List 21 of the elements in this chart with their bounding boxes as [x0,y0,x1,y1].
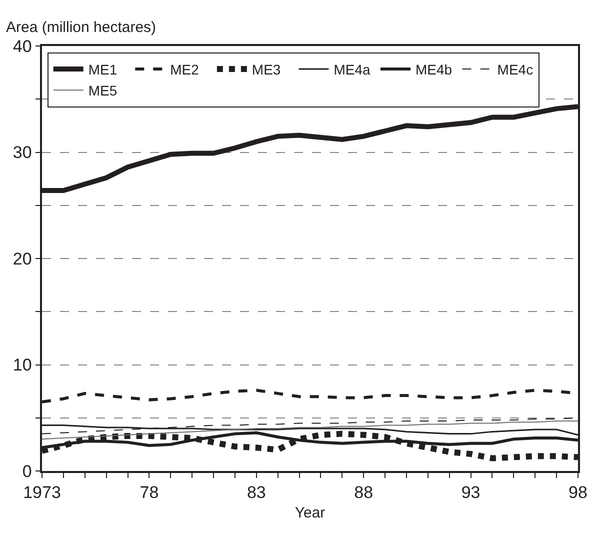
x-tick-label: 98 [568,483,588,502]
x-tick-label: 93 [461,483,480,502]
y-tick-label: 30 [12,143,32,162]
x-tick-label: 1973 [23,483,61,502]
y-tick-label: 10 [12,356,32,375]
legend-label: ME4c [497,61,534,78]
legend-label: ME2 [170,61,200,78]
y-tick-label: 40 [12,36,32,56]
line-series [42,420,578,440]
legend-label: ME4b [416,61,452,78]
x-tick-label: 83 [246,483,266,502]
y-axis-title: Area (million hectares) [6,19,156,36]
x-tick-label: 88 [354,483,374,502]
x-axis-title: Year [294,504,326,522]
x-tick-label: 78 [140,483,159,502]
legend-label: ME1 [88,61,118,78]
y-tick-label: 0 [22,462,32,481]
legend-label: ME4a [334,61,371,78]
y-tick-label: 20 [12,249,32,268]
legend-label: ME3 [252,61,281,78]
legend-label: ME5 [88,82,118,99]
